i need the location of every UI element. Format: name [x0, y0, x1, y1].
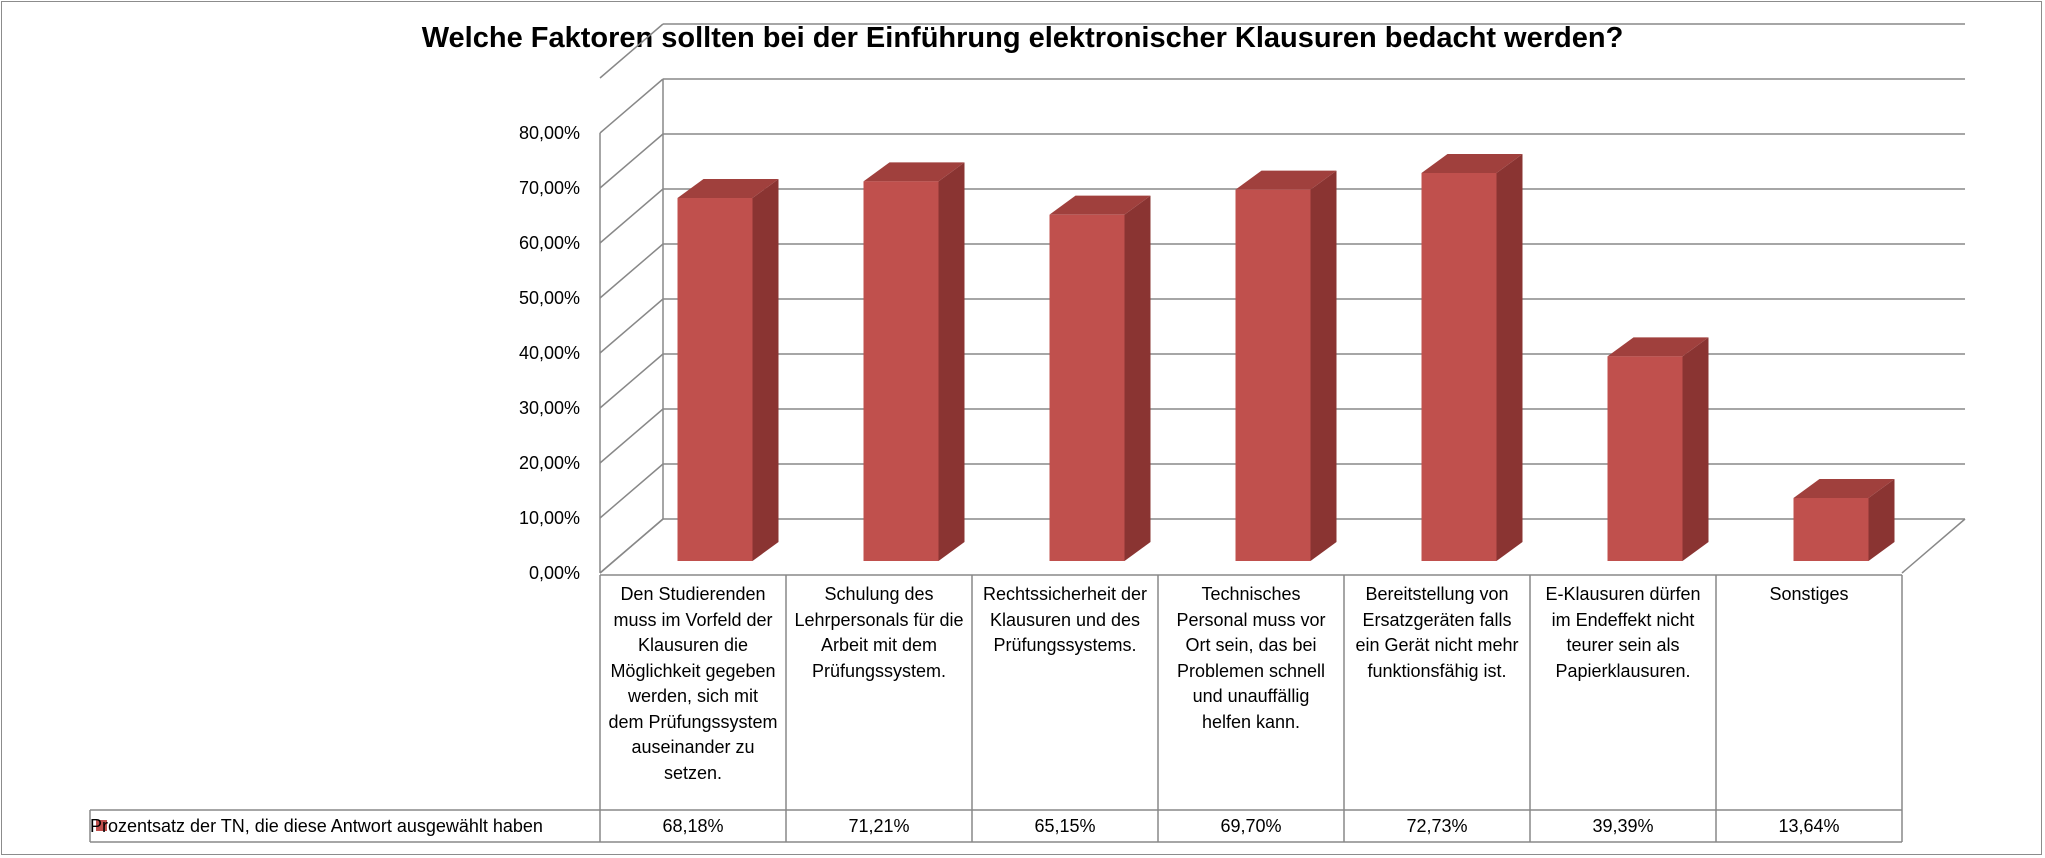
- bar: [1049, 195, 1151, 562]
- y-tick-label: 80,00%: [519, 123, 580, 143]
- gridline-side: [599, 353, 664, 409]
- y-axis-ticks: 0,00% 10,00% 20,00% 30,00% 40,00% 50,00% 60,00…: [519, 123, 580, 583]
- category-label: E-Klausuren dürfen im Endeffekt nicht te…: [1545, 584, 1701, 681]
- bar-front: [1607, 356, 1683, 561]
- gridline-side: [599, 133, 664, 189]
- bar-side: [1496, 153, 1523, 562]
- data-table-value: 69,70%: [1220, 816, 1282, 836]
- category-label: Rechtssicherheit der Klausuren und des P…: [982, 584, 1148, 655]
- y-tick-label: 10,00%: [519, 508, 580, 528]
- y-tick-label: 20,00%: [519, 453, 580, 473]
- bar-top: [677, 179, 779, 199]
- data-table-value: 39,39%: [1592, 816, 1654, 836]
- data-table-value: 68,18%: [662, 816, 724, 836]
- bar-side: [1682, 337, 1709, 561]
- data-table-value: 71,21%: [848, 816, 910, 836]
- category-label: Den Studierenden muss im Vorfeld der Kla…: [608, 584, 778, 783]
- gridline-side: [599, 243, 664, 299]
- gridline-side: [599, 463, 664, 519]
- gridline-side: [599, 188, 664, 244]
- bar-top: [1235, 170, 1337, 190]
- bar-top: [863, 162, 965, 182]
- bar-front: [1235, 189, 1311, 561]
- gridline-side: [599, 78, 664, 134]
- bar-front: [863, 181, 939, 561]
- data-table-grid: [89, 574, 1903, 843]
- bar-top: [1793, 478, 1895, 498]
- bar-front: [1421, 172, 1497, 562]
- bar: [1235, 170, 1337, 561]
- y-tick-label: 0,00%: [529, 563, 580, 583]
- category-label: Bereitstellung von Ersatzgeräten falls e…: [1355, 584, 1519, 681]
- data-table-value: 72,73%: [1406, 816, 1468, 836]
- y-tick-label: 70,00%: [519, 178, 580, 198]
- legend-series-label: Prozentsatz der TN, die diese Antwort au…: [90, 816, 543, 836]
- category-label: Schulung des Lehrpersonals für die Arbei…: [794, 584, 964, 681]
- bar-front: [1049, 214, 1125, 562]
- legend-swatch: [96, 820, 107, 831]
- bar-side: [1868, 478, 1895, 561]
- bar: [677, 179, 779, 561]
- chart-bars: [677, 153, 1895, 562]
- bar: [863, 162, 965, 561]
- floor-right-edge: [1901, 518, 1966, 574]
- data-table-value: 65,15%: [1034, 816, 1096, 836]
- bar-side: [752, 179, 779, 561]
- y-tick-label: 50,00%: [519, 288, 580, 308]
- bar-front: [677, 198, 753, 561]
- y-tick-label: 30,00%: [519, 398, 580, 418]
- bar-side: [1124, 195, 1151, 562]
- category-label: Technisches Personal muss vor Ort sein, …: [1176, 584, 1326, 732]
- category-label: Sonstiges: [1769, 584, 1849, 604]
- bar-top: [1607, 337, 1709, 357]
- bar: [1793, 478, 1895, 561]
- gridline-side: [599, 518, 664, 574]
- bar: [1421, 153, 1523, 562]
- data-table-value: 13,64%: [1778, 816, 1840, 836]
- y-tick-label: 60,00%: [519, 233, 580, 253]
- chart-title: Welche Faktoren sollten bei der Einführu…: [421, 22, 1624, 54]
- bar: [1607, 337, 1709, 561]
- gridline-side: [599, 23, 664, 79]
- y-tick-label: 40,00%: [519, 343, 580, 363]
- bar-side: [938, 162, 965, 561]
- bar-side: [1310, 170, 1337, 561]
- bar-top: [1421, 153, 1523, 173]
- gridline-side: [599, 408, 664, 464]
- bar-top: [1049, 195, 1151, 215]
- bar-front: [1793, 497, 1869, 561]
- gridline-side: [599, 298, 664, 354]
